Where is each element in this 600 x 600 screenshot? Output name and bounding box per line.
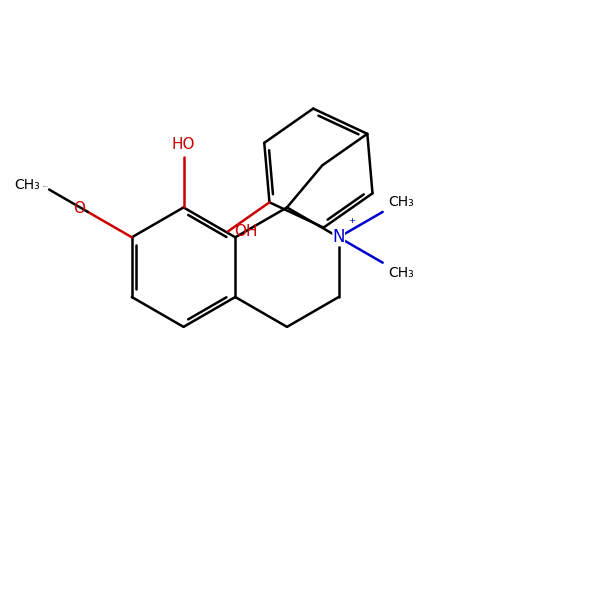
- Text: N: N: [332, 228, 345, 246]
- Text: HO: HO: [172, 137, 195, 152]
- Text: OH: OH: [234, 224, 257, 239]
- Text: O: O: [73, 202, 85, 217]
- Text: CH₃: CH₃: [14, 178, 40, 192]
- Text: CH₃: CH₃: [389, 266, 415, 280]
- Text: methoxy: methoxy: [43, 185, 49, 187]
- Text: CH₃: CH₃: [389, 195, 415, 209]
- Text: ⁺: ⁺: [348, 217, 355, 231]
